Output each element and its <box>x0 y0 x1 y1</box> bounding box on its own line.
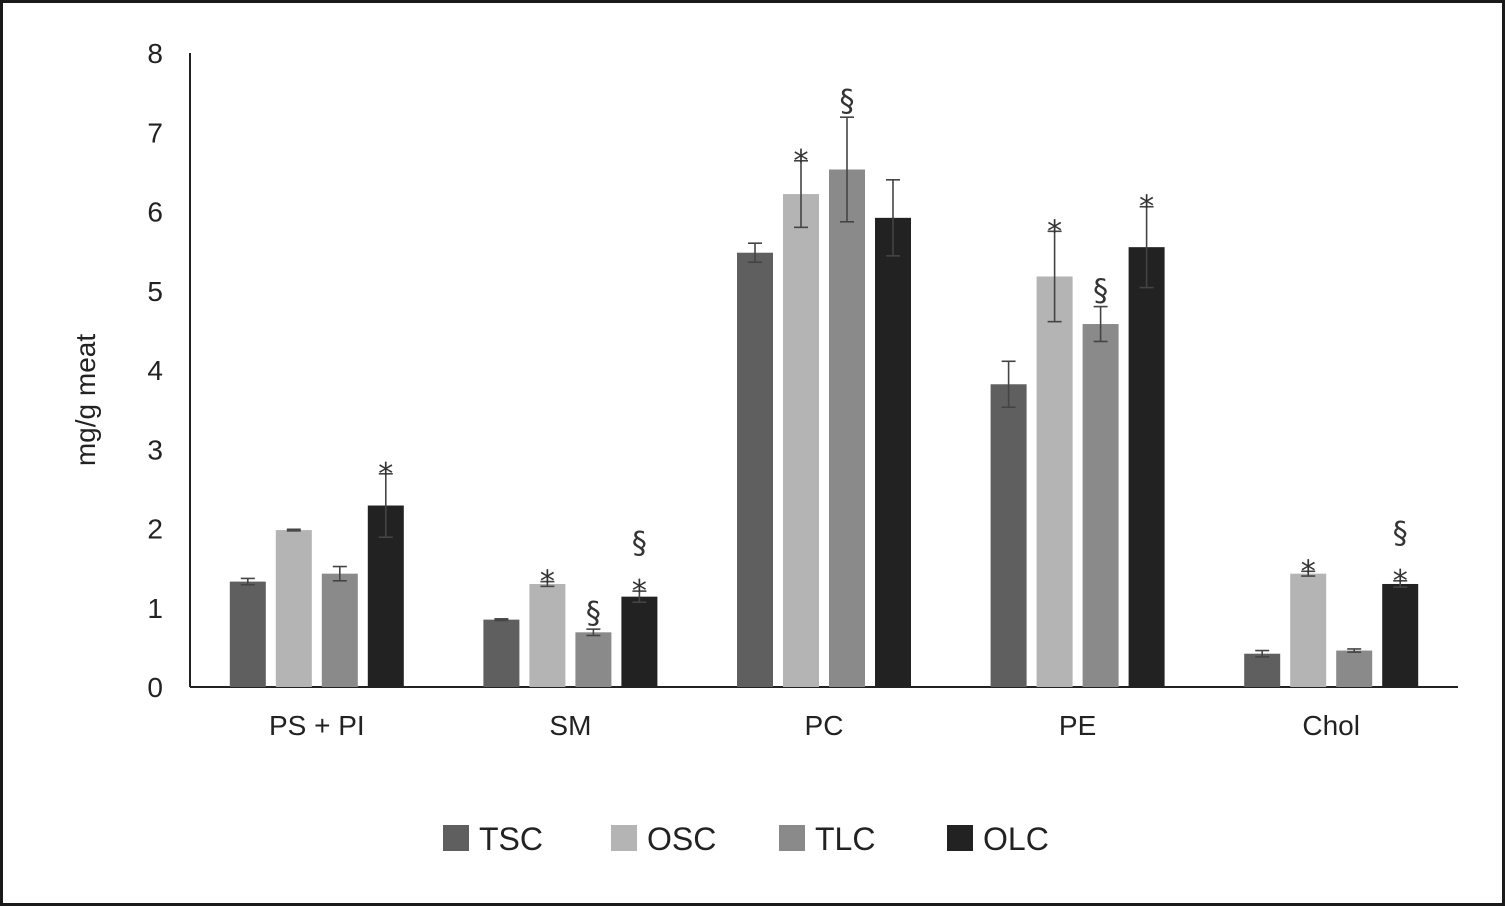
bar <box>783 194 819 687</box>
legend-swatch <box>779 825 805 851</box>
bar <box>829 169 865 687</box>
bar <box>1082 324 1119 687</box>
legend-swatch <box>443 825 469 851</box>
asterisk-marker: * <box>1047 214 1062 249</box>
section-marker: § <box>1393 516 1408 551</box>
x-tick-label: PC <box>805 710 844 741</box>
bar-chart: 0 1 2 3 4 5 6 7 8 mg/g meat PS + PI SM PC PE Chol * * § * §… <box>70 38 1458 857</box>
x-tick-label: SM <box>549 710 591 741</box>
y-tick-label: 8 <box>147 38 163 69</box>
bar <box>275 530 312 687</box>
section-marker: § <box>586 596 601 631</box>
y-tick-label: 5 <box>147 276 163 307</box>
y-tick-label: 1 <box>147 593 163 624</box>
y-tick-label: 0 <box>147 672 163 703</box>
section-marker: § <box>840 84 855 119</box>
x-tick-label: Chol <box>1302 710 1360 741</box>
y-tick-label: 7 <box>147 117 163 148</box>
bar <box>1290 573 1327 687</box>
legend-label: TLC <box>815 821 875 857</box>
y-tick-label: 2 <box>147 514 163 545</box>
y-tick-label: 6 <box>147 197 163 228</box>
asterisk-marker: * <box>632 574 647 609</box>
bar <box>575 632 612 687</box>
y-axis-title: mg/g meat <box>70 334 101 466</box>
bar <box>1036 276 1073 687</box>
asterisk-marker: * <box>540 565 555 600</box>
bar <box>990 384 1027 687</box>
bar <box>483 619 520 687</box>
asterisk-marker: * <box>378 457 393 492</box>
legend-label: OLC <box>983 821 1049 857</box>
y-tick-label: 4 <box>147 355 163 386</box>
x-tick-label: PS + PI <box>269 710 365 741</box>
legend-label: TSC <box>479 821 543 857</box>
section-marker: § <box>1093 274 1108 309</box>
legend-swatch <box>947 825 973 851</box>
section-marker: § <box>632 526 647 561</box>
bar <box>1128 247 1165 687</box>
bar <box>529 583 566 687</box>
bar <box>1244 653 1281 687</box>
asterisk-marker: * <box>794 144 809 179</box>
legend-label: OSC <box>647 821 716 857</box>
bar <box>875 217 911 687</box>
bar <box>1336 650 1373 687</box>
bar <box>621 596 658 687</box>
asterisk-marker: * <box>1301 554 1316 589</box>
bar <box>737 252 773 687</box>
bar <box>1382 583 1419 687</box>
bar <box>321 573 358 687</box>
legend-swatch <box>611 825 637 851</box>
y-tick-label: 3 <box>147 434 163 465</box>
asterisk-marker: * <box>1393 564 1408 599</box>
x-tick-label: PE <box>1059 710 1096 741</box>
asterisk-marker: * <box>1139 190 1154 225</box>
bar <box>229 581 266 687</box>
